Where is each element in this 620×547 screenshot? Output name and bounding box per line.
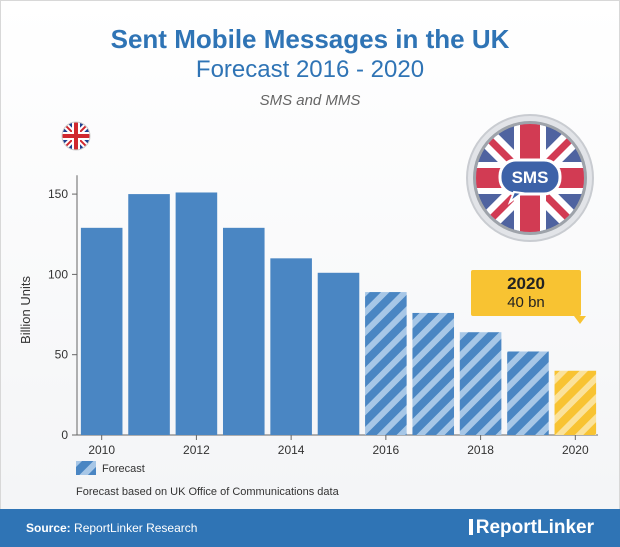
bar-chart: SMS 0 50 100 150 2010 2012 2014 2016 2018 2020 Bi…: [18, 114, 598, 475]
sms-badge-icon: SMS: [466, 114, 594, 242]
footer-source-label: Source:: [26, 521, 71, 535]
bar-2015: [317, 272, 360, 435]
footer-source-text: ReportLinker Research: [74, 521, 198, 535]
data-note: Forecast based on UK Office of Communica…: [76, 486, 339, 498]
chart-subtitle: Forecast 2016 - 2020: [195, 56, 425, 83]
callout-value: 40 bn: [507, 294, 545, 311]
legend: Forecast: [76, 461, 145, 475]
bar-2012: [175, 192, 218, 435]
bar-2016: [365, 292, 407, 435]
footer-bar: Source: ReportLinker Research ReportLink…: [0, 509, 620, 547]
bar-2013: [222, 227, 265, 435]
uk-flag-icon: [61, 121, 91, 151]
legend-forecast-swatch: [76, 461, 96, 475]
x-tick-label: 2010: [88, 443, 115, 457]
y-tick-label: 150: [48, 187, 68, 201]
bar-2010: [80, 227, 123, 435]
x-tick-label: 2018: [467, 443, 494, 457]
reportlinker-logo-icon: [468, 519, 473, 535]
footer-source: Source: ReportLinker Research: [26, 521, 197, 535]
y-tick-label: 100: [48, 267, 68, 281]
x-tick-label: 2016: [373, 443, 400, 457]
bar-2011: [128, 194, 170, 435]
y-tick-label: 0: [61, 428, 68, 442]
x-tick-label: 2012: [183, 443, 210, 457]
sms-badge-label: SMS: [512, 168, 549, 187]
x-tick-label: 2020: [562, 443, 589, 457]
footer-brand: ReportLinker: [468, 517, 594, 539]
bar-2019: [507, 351, 549, 435]
bar-2014: [270, 258, 312, 435]
y-tick-label: 50: [55, 348, 69, 362]
footer-brand-text: ReportLinker: [475, 517, 594, 538]
legend-forecast-label: Forecast: [102, 463, 145, 475]
bar-2020: [554, 370, 597, 435]
chart-axis-labels: 0 50 100 150 2010 2012 2014 2016 2018 2020: [48, 187, 589, 457]
chart-subsubtitle: SMS and MMS: [259, 92, 361, 109]
callout-2020: 2020 40 bn: [471, 270, 586, 324]
chart-title: Sent Mobile Messages in the UK: [110, 24, 510, 54]
callout-year: 2020: [507, 274, 545, 293]
x-tick-label: 2014: [278, 443, 305, 457]
bar-2018: [459, 332, 502, 435]
y-axis-label: Billion Units: [18, 276, 33, 344]
bar-2017: [412, 312, 455, 435]
chart-bars: [80, 192, 597, 435]
